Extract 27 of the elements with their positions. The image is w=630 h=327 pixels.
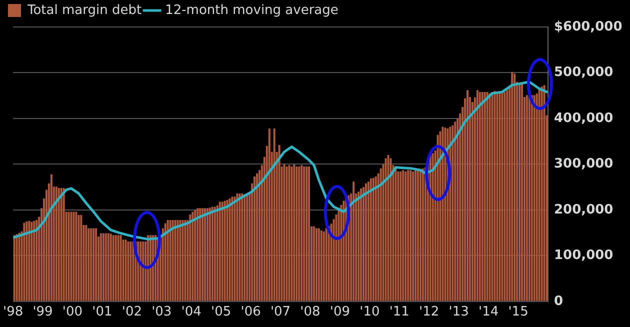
y-tick-label: 300,000	[554, 156, 614, 172]
x-tick-label: '11	[389, 304, 410, 320]
x-tick-label: '15	[508, 304, 528, 320]
x-tick-label: '06	[240, 304, 261, 320]
y-tick-label: 0	[554, 294, 564, 309]
y-tick-label: 100,000	[554, 248, 614, 264]
x-tick-label: '03	[152, 304, 172, 320]
x-tick-label: '13	[448, 304, 469, 320]
x-tick-label: '04	[181, 304, 202, 320]
x-tick-label: '05	[211, 304, 232, 320]
x-tick-label: '07	[270, 304, 291, 320]
x-tick-label: '09	[330, 304, 350, 320]
x-tick-label: '10	[360, 304, 380, 320]
x-tick-label: '02	[122, 304, 142, 320]
y-tick-label: 500,000	[554, 65, 614, 80]
x-tick-label: '14	[478, 304, 499, 320]
y-tick-label: 400,000	[554, 110, 614, 126]
legend-label: Total margin debt	[26, 2, 142, 18]
legend-label: 12-month moving average	[165, 2, 338, 18]
x-tick-label: '08	[300, 304, 320, 320]
y-tick-label: $600,000	[554, 19, 622, 34]
x-tick-label: '00	[62, 304, 83, 320]
x-tick-label: '99	[32, 304, 53, 320]
x-tick-label: '98	[2, 304, 24, 320]
x-tick-label: '12	[419, 304, 440, 320]
x-tick-label: '01	[92, 304, 112, 320]
y-tick-label: 200,000	[554, 202, 614, 218]
